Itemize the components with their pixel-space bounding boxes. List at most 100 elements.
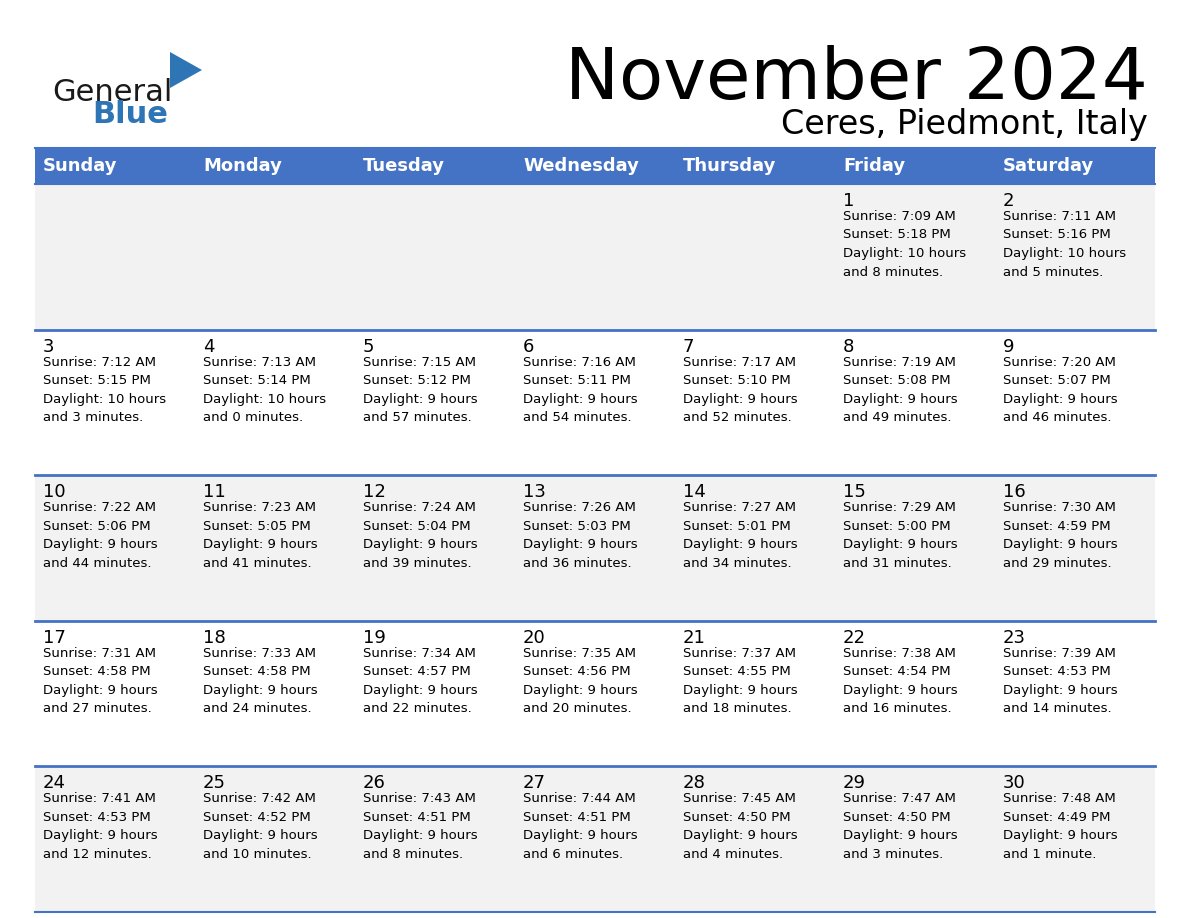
Text: 8: 8 xyxy=(843,338,854,355)
Text: 26: 26 xyxy=(364,775,386,792)
Bar xyxy=(835,148,996,184)
Bar xyxy=(34,621,195,767)
Bar xyxy=(195,476,355,621)
Text: 9: 9 xyxy=(1003,338,1015,355)
Text: 10: 10 xyxy=(43,483,65,501)
Text: 17: 17 xyxy=(43,629,65,647)
Text: Sunrise: 7:33 AM
Sunset: 4:58 PM
Daylight: 9 hours
and 24 minutes.: Sunrise: 7:33 AM Sunset: 4:58 PM Dayligh… xyxy=(203,647,317,715)
Bar xyxy=(675,767,835,912)
Text: 19: 19 xyxy=(364,629,386,647)
Bar xyxy=(675,621,835,767)
Text: 24: 24 xyxy=(43,775,67,792)
Polygon shape xyxy=(170,52,202,88)
Text: Tuesday: Tuesday xyxy=(364,157,446,175)
Text: Sunrise: 7:30 AM
Sunset: 4:59 PM
Daylight: 9 hours
and 29 minutes.: Sunrise: 7:30 AM Sunset: 4:59 PM Dayligh… xyxy=(1003,501,1118,570)
Text: Sunrise: 7:37 AM
Sunset: 4:55 PM
Daylight: 9 hours
and 18 minutes.: Sunrise: 7:37 AM Sunset: 4:55 PM Dayligh… xyxy=(683,647,797,715)
Text: 12: 12 xyxy=(364,483,386,501)
Text: Blue: Blue xyxy=(91,100,168,129)
Text: Sunrise: 7:22 AM
Sunset: 5:06 PM
Daylight: 9 hours
and 44 minutes.: Sunrise: 7:22 AM Sunset: 5:06 PM Dayligh… xyxy=(43,501,158,570)
Bar xyxy=(355,148,516,184)
Bar xyxy=(996,767,1155,912)
Bar xyxy=(835,330,996,476)
Bar xyxy=(355,476,516,621)
Text: Monday: Monday xyxy=(203,157,282,175)
Text: 21: 21 xyxy=(683,629,706,647)
Bar xyxy=(675,330,835,476)
Text: Sunrise: 7:43 AM
Sunset: 4:51 PM
Daylight: 9 hours
and 8 minutes.: Sunrise: 7:43 AM Sunset: 4:51 PM Dayligh… xyxy=(364,792,478,861)
Bar xyxy=(355,330,516,476)
Text: 15: 15 xyxy=(843,483,866,501)
Text: Sunrise: 7:48 AM
Sunset: 4:49 PM
Daylight: 9 hours
and 1 minute.: Sunrise: 7:48 AM Sunset: 4:49 PM Dayligh… xyxy=(1003,792,1118,861)
Text: Sunrise: 7:31 AM
Sunset: 4:58 PM
Daylight: 9 hours
and 27 minutes.: Sunrise: 7:31 AM Sunset: 4:58 PM Dayligh… xyxy=(43,647,158,715)
Text: Sunrise: 7:23 AM
Sunset: 5:05 PM
Daylight: 9 hours
and 41 minutes.: Sunrise: 7:23 AM Sunset: 5:05 PM Dayligh… xyxy=(203,501,317,570)
Text: Sunrise: 7:11 AM
Sunset: 5:16 PM
Daylight: 10 hours
and 5 minutes.: Sunrise: 7:11 AM Sunset: 5:16 PM Dayligh… xyxy=(1003,210,1126,278)
Bar xyxy=(516,184,675,330)
Text: 14: 14 xyxy=(683,483,706,501)
Text: 11: 11 xyxy=(203,483,226,501)
Text: Sunrise: 7:44 AM
Sunset: 4:51 PM
Daylight: 9 hours
and 6 minutes.: Sunrise: 7:44 AM Sunset: 4:51 PM Dayligh… xyxy=(523,792,638,861)
Text: 22: 22 xyxy=(843,629,866,647)
Bar xyxy=(516,148,675,184)
Bar xyxy=(516,476,675,621)
Bar xyxy=(516,330,675,476)
Text: Sunrise: 7:12 AM
Sunset: 5:15 PM
Daylight: 10 hours
and 3 minutes.: Sunrise: 7:12 AM Sunset: 5:15 PM Dayligh… xyxy=(43,355,166,424)
Text: Wednesday: Wednesday xyxy=(523,157,639,175)
Text: 27: 27 xyxy=(523,775,546,792)
Text: 25: 25 xyxy=(203,775,226,792)
Text: Sunrise: 7:26 AM
Sunset: 5:03 PM
Daylight: 9 hours
and 36 minutes.: Sunrise: 7:26 AM Sunset: 5:03 PM Dayligh… xyxy=(523,501,638,570)
Text: Ceres, Piedmont, Italy: Ceres, Piedmont, Italy xyxy=(782,108,1148,141)
Text: 30: 30 xyxy=(1003,775,1025,792)
Text: 3: 3 xyxy=(43,338,55,355)
Bar xyxy=(516,621,675,767)
Bar xyxy=(34,184,195,330)
Text: Sunrise: 7:24 AM
Sunset: 5:04 PM
Daylight: 9 hours
and 39 minutes.: Sunrise: 7:24 AM Sunset: 5:04 PM Dayligh… xyxy=(364,501,478,570)
Text: Sunrise: 7:20 AM
Sunset: 5:07 PM
Daylight: 9 hours
and 46 minutes.: Sunrise: 7:20 AM Sunset: 5:07 PM Dayligh… xyxy=(1003,355,1118,424)
Text: Sunrise: 7:13 AM
Sunset: 5:14 PM
Daylight: 10 hours
and 0 minutes.: Sunrise: 7:13 AM Sunset: 5:14 PM Dayligh… xyxy=(203,355,327,424)
Bar xyxy=(195,767,355,912)
Bar xyxy=(835,621,996,767)
Text: Sunrise: 7:35 AM
Sunset: 4:56 PM
Daylight: 9 hours
and 20 minutes.: Sunrise: 7:35 AM Sunset: 4:56 PM Dayligh… xyxy=(523,647,638,715)
Text: November 2024: November 2024 xyxy=(565,45,1148,114)
Bar xyxy=(996,621,1155,767)
Bar xyxy=(195,621,355,767)
Text: 4: 4 xyxy=(203,338,215,355)
Bar xyxy=(835,476,996,621)
Text: Sunrise: 7:38 AM
Sunset: 4:54 PM
Daylight: 9 hours
and 16 minutes.: Sunrise: 7:38 AM Sunset: 4:54 PM Dayligh… xyxy=(843,647,958,715)
Bar xyxy=(996,184,1155,330)
Text: 6: 6 xyxy=(523,338,535,355)
Text: 18: 18 xyxy=(203,629,226,647)
Text: 7: 7 xyxy=(683,338,695,355)
Bar xyxy=(34,148,195,184)
Bar xyxy=(355,184,516,330)
Text: Sunrise: 7:27 AM
Sunset: 5:01 PM
Daylight: 9 hours
and 34 minutes.: Sunrise: 7:27 AM Sunset: 5:01 PM Dayligh… xyxy=(683,501,797,570)
Text: Saturday: Saturday xyxy=(1003,157,1094,175)
Text: Sunrise: 7:16 AM
Sunset: 5:11 PM
Daylight: 9 hours
and 54 minutes.: Sunrise: 7:16 AM Sunset: 5:11 PM Dayligh… xyxy=(523,355,638,424)
Bar xyxy=(835,767,996,912)
Text: Sunday: Sunday xyxy=(43,157,118,175)
Text: 29: 29 xyxy=(843,775,866,792)
Text: Sunrise: 7:17 AM
Sunset: 5:10 PM
Daylight: 9 hours
and 52 minutes.: Sunrise: 7:17 AM Sunset: 5:10 PM Dayligh… xyxy=(683,355,797,424)
Text: Sunrise: 7:41 AM
Sunset: 4:53 PM
Daylight: 9 hours
and 12 minutes.: Sunrise: 7:41 AM Sunset: 4:53 PM Dayligh… xyxy=(43,792,158,861)
Bar xyxy=(675,148,835,184)
Bar xyxy=(195,184,355,330)
Text: 23: 23 xyxy=(1003,629,1026,647)
Bar xyxy=(996,330,1155,476)
Bar xyxy=(996,476,1155,621)
Text: Sunrise: 7:19 AM
Sunset: 5:08 PM
Daylight: 9 hours
and 49 minutes.: Sunrise: 7:19 AM Sunset: 5:08 PM Dayligh… xyxy=(843,355,958,424)
Text: 20: 20 xyxy=(523,629,545,647)
Bar xyxy=(195,330,355,476)
Bar xyxy=(355,621,516,767)
Text: Sunrise: 7:09 AM
Sunset: 5:18 PM
Daylight: 10 hours
and 8 minutes.: Sunrise: 7:09 AM Sunset: 5:18 PM Dayligh… xyxy=(843,210,966,278)
Text: Sunrise: 7:29 AM
Sunset: 5:00 PM
Daylight: 9 hours
and 31 minutes.: Sunrise: 7:29 AM Sunset: 5:00 PM Dayligh… xyxy=(843,501,958,570)
Bar xyxy=(835,184,996,330)
Bar xyxy=(195,148,355,184)
Text: Friday: Friday xyxy=(843,157,905,175)
Text: Sunrise: 7:42 AM
Sunset: 4:52 PM
Daylight: 9 hours
and 10 minutes.: Sunrise: 7:42 AM Sunset: 4:52 PM Dayligh… xyxy=(203,792,317,861)
Bar xyxy=(675,476,835,621)
Bar xyxy=(34,330,195,476)
Text: Thursday: Thursday xyxy=(683,157,777,175)
Bar xyxy=(996,148,1155,184)
Text: Sunrise: 7:34 AM
Sunset: 4:57 PM
Daylight: 9 hours
and 22 minutes.: Sunrise: 7:34 AM Sunset: 4:57 PM Dayligh… xyxy=(364,647,478,715)
Text: Sunrise: 7:15 AM
Sunset: 5:12 PM
Daylight: 9 hours
and 57 minutes.: Sunrise: 7:15 AM Sunset: 5:12 PM Dayligh… xyxy=(364,355,478,424)
Text: Sunrise: 7:45 AM
Sunset: 4:50 PM
Daylight: 9 hours
and 4 minutes.: Sunrise: 7:45 AM Sunset: 4:50 PM Dayligh… xyxy=(683,792,797,861)
